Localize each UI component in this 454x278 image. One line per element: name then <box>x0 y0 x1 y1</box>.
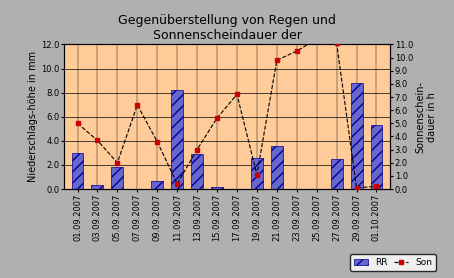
Bar <box>370 125 382 189</box>
Bar <box>350 83 363 189</box>
Y-axis label: Niederschlags-höhe in mm: Niederschlags-höhe in mm <box>28 51 38 182</box>
Bar <box>111 167 123 189</box>
Bar <box>271 146 283 189</box>
Bar <box>91 185 104 189</box>
Bar <box>211 187 223 189</box>
Bar <box>191 154 203 189</box>
Bar <box>72 153 84 189</box>
Bar <box>151 181 163 189</box>
Y-axis label: Sonnenschein-
dauer in h: Sonnenschein- dauer in h <box>416 81 437 153</box>
Bar <box>171 90 183 189</box>
Legend: RR, Son: RR, Son <box>350 254 436 271</box>
Bar <box>331 159 343 189</box>
Text: Gegenüberstellung von Regen und
Sonnenscheindauer der: Gegenüberstellung von Regen und Sonnensc… <box>118 14 336 42</box>
Bar <box>251 158 263 189</box>
